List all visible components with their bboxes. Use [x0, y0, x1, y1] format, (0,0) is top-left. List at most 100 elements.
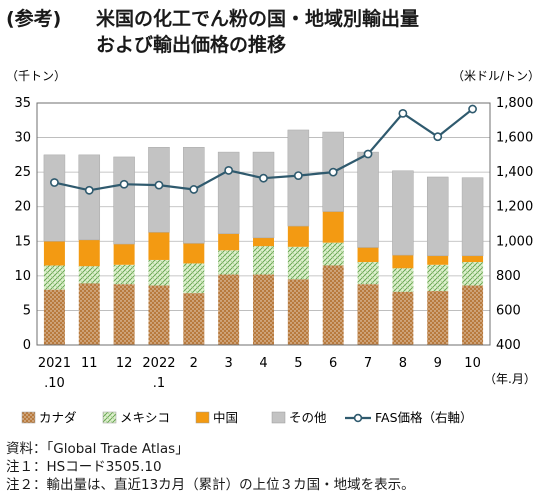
- bar-segment: [357, 247, 379, 263]
- x-tick: 4: [259, 356, 267, 371]
- legend-price-label: FAS価格（右軸）: [375, 410, 473, 425]
- bar-segment: [357, 151, 379, 248]
- note-2: 注２：輸出量は、直近13カ月（累計）の上位３カ国・地域を表示。: [6, 477, 415, 493]
- y-tick-right: 1,600: [496, 131, 533, 146]
- price-point: [50, 178, 59, 187]
- bar-segment: [148, 232, 170, 260]
- bar-segment: [357, 284, 379, 345]
- x-tick: 2021: [38, 356, 71, 371]
- bar-segment: [183, 243, 205, 264]
- bar-segment: [148, 147, 170, 233]
- bar-segment: [218, 274, 240, 345]
- price-point: [259, 173, 268, 183]
- plot-frame: [36, 102, 491, 346]
- x-tick: 9: [434, 356, 442, 371]
- title-prefix: (参考): [6, 8, 62, 30]
- bar-segment: [113, 244, 135, 265]
- x-tick: 5: [294, 356, 302, 371]
- bar-segment: [253, 246, 274, 275]
- bar-segment: [253, 237, 274, 247]
- bar-segment: [461, 177, 484, 257]
- price-point: [119, 179, 129, 189]
- y-tick-left: 10: [14, 269, 31, 284]
- bar-segment: [392, 291, 414, 345]
- legend-canada-swatch: [21, 411, 36, 424]
- bar-segment: [78, 239, 100, 267]
- x-tick: 10: [464, 356, 481, 371]
- title-line-1: 米国の化工でん粉の国・地域別輸出量: [96, 8, 420, 30]
- bars: [43, 129, 484, 345]
- bar-segment: [78, 154, 101, 241]
- bar-segment: [462, 285, 484, 345]
- x-tick: 11: [81, 356, 98, 371]
- legend: カナダ メキシコ 中国 その他 FAS価格（右軸）: [21, 410, 473, 425]
- legend-china-label: 中国: [213, 410, 238, 425]
- bar-segment: [462, 262, 484, 286]
- bar-segment: [43, 154, 66, 242]
- price-point: [433, 132, 443, 142]
- y-tick-right: 400: [496, 338, 521, 353]
- bar-segment: [183, 293, 205, 345]
- price-point: [84, 185, 94, 195]
- bar-segment: [322, 265, 344, 345]
- y-tick-right: 1,000: [496, 234, 533, 249]
- price-point: [224, 166, 234, 175]
- x-tick: .10: [44, 376, 65, 391]
- bar-segment: [287, 246, 309, 280]
- y-tick-right: 1,800: [496, 96, 533, 111]
- legend-china-swatch: [195, 411, 210, 424]
- legend-canada-label: カナダ: [39, 410, 77, 425]
- y-axis-right-label: （米ドル/トン）: [452, 69, 540, 83]
- bar-segment: [357, 262, 379, 285]
- note-source: 資料：「Global Trade Atlas」: [6, 441, 189, 457]
- price-point: [398, 108, 408, 118]
- y-tick-left: 25: [14, 165, 31, 180]
- bar-segment: [287, 279, 309, 345]
- price-point: [468, 104, 477, 114]
- note-1: 注１：HSコード3505.10: [6, 459, 162, 475]
- price-point: [363, 149, 373, 159]
- bar-segment: [218, 233, 240, 251]
- legend-other-label: その他: [289, 410, 327, 425]
- bar-segment: [183, 263, 205, 294]
- y-tick-left: 15: [14, 234, 31, 249]
- bar-segment: [217, 151, 240, 234]
- notes: 資料：「Global Trade Atlas」 注１：HSコード3505.10 …: [6, 440, 415, 494]
- x-axis-label: （年.月）: [484, 372, 536, 386]
- bar-segment: [427, 291, 449, 345]
- bar-segment: [183, 147, 205, 244]
- bar-segment: [113, 264, 135, 285]
- bar-segment: [392, 255, 414, 269]
- x-tick: .1: [153, 376, 165, 391]
- y-tick-left: 20: [14, 200, 31, 215]
- y-tick-left: 0: [23, 338, 31, 353]
- y-tick-right: 1,200: [496, 200, 533, 215]
- legend-other-swatch: [271, 411, 286, 424]
- bar-segment: [427, 255, 449, 265]
- bar-segment: [253, 274, 274, 345]
- bar-segment: [113, 284, 135, 345]
- bar-segment: [148, 285, 170, 345]
- y-tick-left: 30: [14, 131, 31, 146]
- x-tick: 12: [116, 356, 133, 371]
- bar-segment: [78, 266, 100, 284]
- price-point: [154, 180, 164, 190]
- bar-segment: [322, 242, 344, 266]
- legend-price-marker: [353, 413, 363, 423]
- y-tick-left: 5: [23, 303, 31, 318]
- legend-mexico-swatch: [102, 411, 117, 424]
- bar-segment: [218, 250, 240, 275]
- bar-segment: [392, 268, 414, 292]
- price-point: [328, 167, 338, 177]
- y-tick-right: 600: [496, 303, 521, 318]
- x-tick: 7: [364, 356, 372, 371]
- y-tick-left: 35: [14, 96, 31, 111]
- bar-segment: [43, 265, 65, 290]
- bar-segment: [426, 176, 449, 257]
- y-axis-left-label: （千トン）: [6, 69, 66, 83]
- y-tick-right: 1,400: [496, 165, 533, 180]
- x-tick: 2: [190, 356, 198, 371]
- bar-segment: [78, 283, 100, 345]
- price-point: [293, 171, 303, 180]
